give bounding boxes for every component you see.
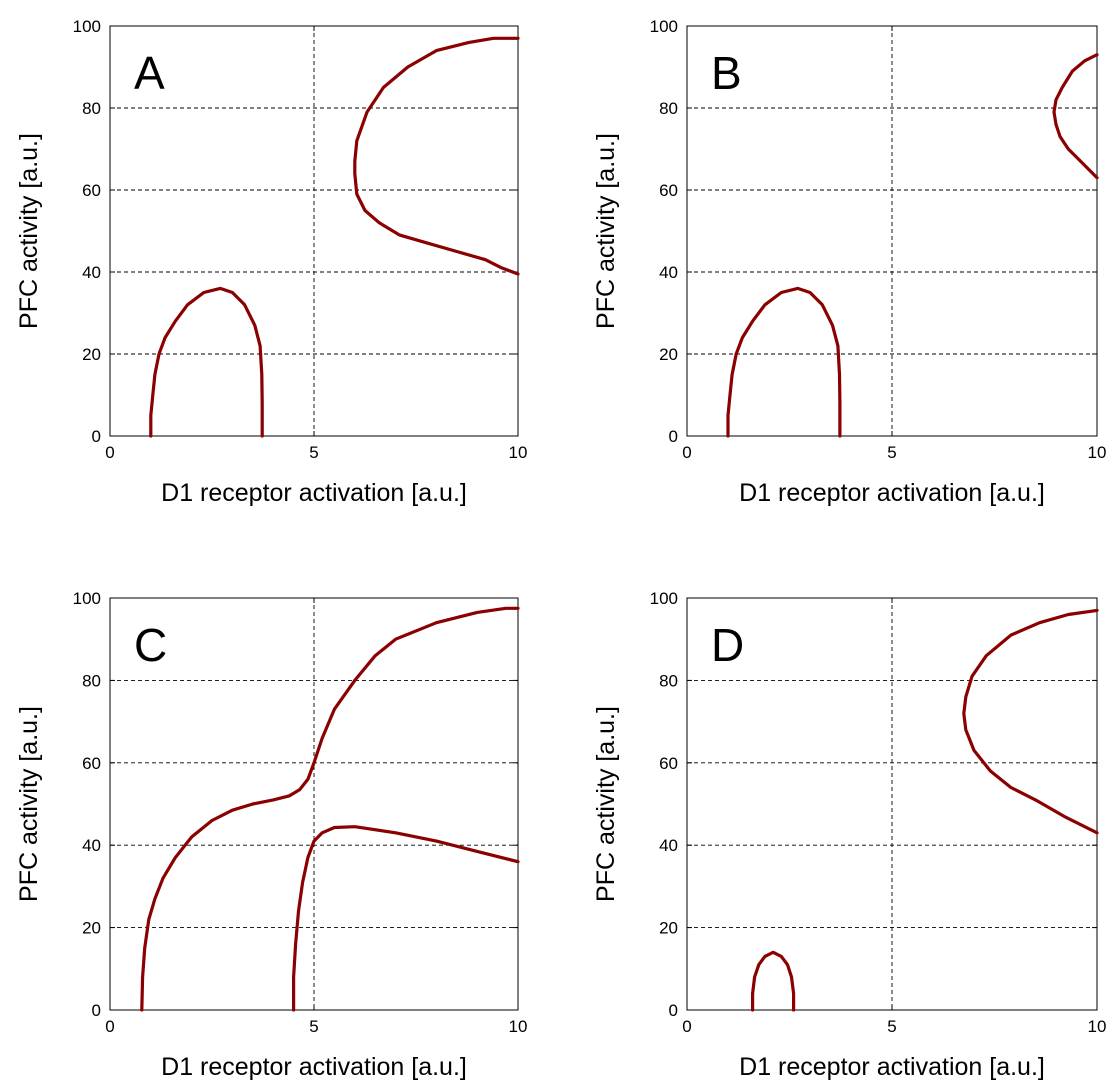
series-line [353,36,520,276]
x-axis-label: D1 receptor activation [a.u.] [739,1053,1045,1081]
x-tick-label: 10 [509,443,528,462]
series-line [140,606,520,1012]
y-tick-label: 80 [82,671,101,690]
x-axis-label: D1 receptor activation [a.u.] [161,479,467,507]
y-axis-label: PFC activity [a.u.] [592,706,620,902]
y-axis-label: PFC activity [a.u.] [15,133,43,329]
x-tick-label: 5 [887,1017,896,1036]
panel-label: B [711,47,742,99]
y-tick-label: 0 [669,1001,678,1020]
series-line [149,286,264,438]
y-tick-label: 100 [73,17,101,36]
x-tick-label: 5 [309,443,318,462]
panel-label: A [134,47,165,99]
panel-label: D [711,619,744,671]
x-tick-label: 5 [309,1017,318,1036]
y-tick-label: 60 [82,754,101,773]
y-tick-label: 20 [82,345,101,364]
series-line [962,608,1099,835]
y-tick-label: 80 [82,99,101,118]
y-tick-label: 60 [82,181,101,200]
y-tick-label: 0 [92,427,101,446]
y-tick-label: 40 [659,836,678,855]
y-axis-label: PFC activity [a.u.] [15,706,43,902]
x-tick-label: 0 [105,443,114,462]
series-line [292,825,520,1012]
x-tick-label: 0 [682,443,691,462]
y-tick-label: 0 [669,427,678,446]
y-tick-label: 80 [659,99,678,118]
y-tick-label: 20 [82,919,101,938]
x-tick-label: 0 [105,1017,114,1036]
y-tick-label: 20 [659,919,678,938]
x-axis-label: D1 receptor activation [a.u.] [739,479,1045,507]
y-tick-label: 40 [659,263,678,282]
y-tick-label: 100 [650,17,678,36]
y-tick-label: 20 [659,345,678,364]
y-axis-label: PFC activity [a.u.] [592,133,620,329]
series-line [750,950,796,1012]
series-line [726,286,842,438]
series-line [1052,53,1099,180]
y-tick-label: 40 [82,263,101,282]
y-tick-label: 40 [82,836,101,855]
x-tick-label: 5 [887,443,896,462]
y-tick-label: 100 [73,589,101,608]
y-tick-label: 80 [659,671,678,690]
x-tick-label: 10 [1088,1017,1107,1036]
y-tick-label: 60 [659,181,678,200]
panel-label: C [134,619,167,671]
y-tick-label: 100 [650,589,678,608]
x-axis-label: D1 receptor activation [a.u.] [161,1053,467,1081]
x-tick-label: 10 [1088,443,1107,462]
y-tick-label: 60 [659,754,678,773]
x-tick-label: 0 [682,1017,691,1036]
x-tick-label: 10 [509,1017,528,1036]
y-tick-label: 0 [92,1001,101,1020]
